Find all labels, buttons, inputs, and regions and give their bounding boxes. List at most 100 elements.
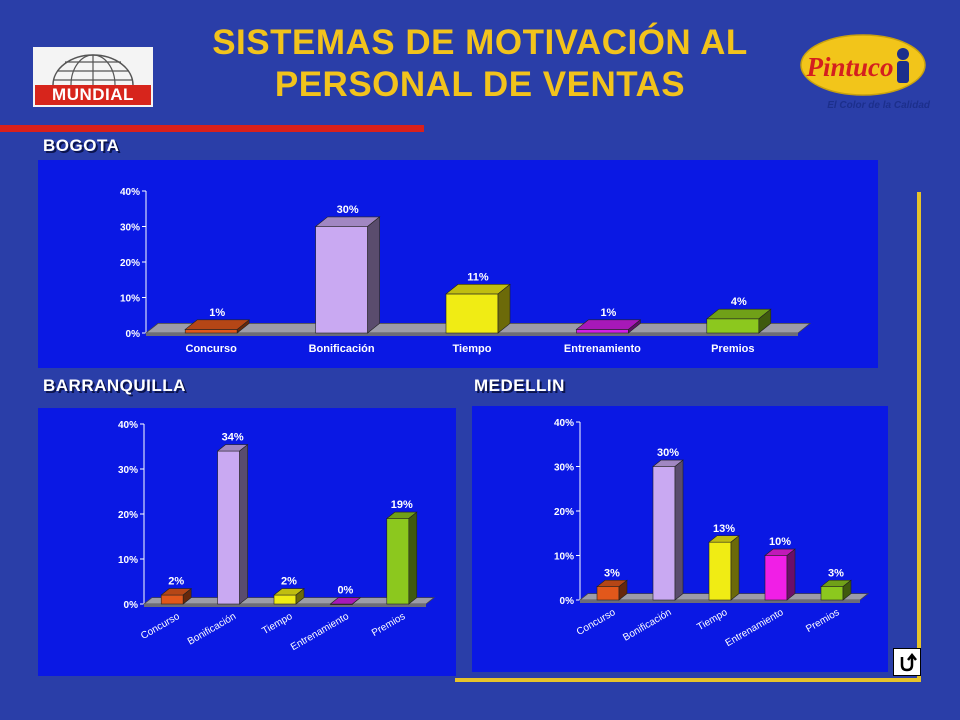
category-label: Tiempo <box>260 611 294 637</box>
return-arrow-icon <box>900 652 917 672</box>
bar-side-concurso <box>618 579 628 601</box>
chart-panel-medellin: 0% 10% 20% 30% 40% 3% Concurso 30% Bonificación 1… <box>472 406 888 672</box>
bar-side-premios <box>408 511 418 605</box>
category-label: Tiempo <box>453 343 492 355</box>
bar-concurso <box>184 329 238 334</box>
category-label: Bonificación <box>621 607 673 643</box>
chart-panel-bogota: 0% 10% 20% 30% 40% 1% Concurso 30% Bonificación 1… <box>38 160 878 368</box>
pintuco-logo: Pintuco <box>800 32 930 107</box>
section-title-bogota: BOGOTA <box>43 136 120 155</box>
bar-side-concurso <box>236 319 250 334</box>
bar-tiempo <box>708 541 732 601</box>
gold-divider-horizontal <box>455 678 921 682</box>
mundial-logo: MUNDIAL <box>33 47 153 116</box>
pintuco-tagline: El Color de la Calidad <box>827 100 930 111</box>
category-label: Premios <box>370 611 407 639</box>
bar-bonificación <box>217 450 240 605</box>
data-label: 2% <box>281 576 297 588</box>
y-tick-label: 20% <box>118 510 138 521</box>
data-label: 19% <box>391 499 413 511</box>
chart-floor-edge <box>580 600 860 603</box>
bar-entrenamiento <box>764 555 788 601</box>
data-label: 30% <box>657 447 679 459</box>
category-label: Concurso <box>575 607 618 638</box>
globe-icon <box>52 54 134 116</box>
category-label: Bonificación <box>186 611 238 647</box>
bar-side-entrenamiento <box>786 548 796 601</box>
y-tick-label: 30% <box>118 465 138 476</box>
bar-premios <box>706 318 760 334</box>
category-label: Premios <box>711 343 754 355</box>
data-label: 11% <box>467 271 489 283</box>
y-tick-label: 0% <box>560 596 575 607</box>
page-title-line2: PERSONAL DE VENTAS <box>274 65 686 104</box>
category-label: Premios <box>804 607 841 635</box>
chart-panel-barranquilla: 0% 10% 20% 30% 40% 2% Concurso 34% Bonificación 2… <box>38 408 456 676</box>
bar-concurso <box>596 586 620 601</box>
chart-barranquilla: 0% 10% 20% 30% 40% 2% Concurso 34% Bonificación 2… <box>118 420 436 653</box>
mundial-logo-text: MUNDIAL <box>35 85 151 105</box>
y-tick-label: 0% <box>124 600 139 611</box>
y-tick-label: 20% <box>554 507 574 518</box>
y-tick-label: 40% <box>118 420 138 431</box>
bar-side-tiempo <box>730 535 740 601</box>
bar-side-bonificación <box>367 216 380 334</box>
category-label: Entrenamiento <box>289 611 351 653</box>
bar-premios <box>386 518 410 605</box>
y-tick-label: 10% <box>118 555 138 566</box>
bar-top-entrenamiento <box>329 597 362 605</box>
data-label: 4% <box>731 296 747 308</box>
category-label: Concurso <box>139 611 182 642</box>
data-label: 13% <box>713 523 735 535</box>
data-label: 3% <box>828 567 844 579</box>
return-button[interactable] <box>893 648 921 676</box>
chart-medellin: 0% 10% 20% 30% 40% 3% Concurso 30% Bonificación 1… <box>554 418 870 649</box>
y-tick-label: 10% <box>554 552 574 563</box>
chart-bogota: 0% 10% 20% 30% 40% 1% Concurso 30% Bonificación 1… <box>120 187 812 355</box>
bar-tiempo <box>445 293 499 334</box>
bar-side-bonificación <box>239 443 248 605</box>
category-label: Tiempo <box>695 607 729 633</box>
bar-side-entrenamiento <box>628 319 641 334</box>
y-tick-label: 40% <box>554 418 574 429</box>
category-label: Entrenamiento <box>564 343 641 355</box>
y-tick-label: 40% <box>120 187 140 198</box>
y-tick-label: 30% <box>120 223 140 234</box>
data-label: 2% <box>168 576 184 588</box>
bar-bonificación <box>315 226 368 334</box>
bar-bonificación <box>652 466 676 601</box>
bar-side-tiempo <box>295 587 305 605</box>
category-label: Entrenamiento <box>724 607 786 649</box>
bar-side-bonificación <box>674 459 684 601</box>
category-label: Concurso <box>186 343 238 355</box>
y-tick-label: 0% <box>126 329 141 340</box>
category-label: Bonificación <box>309 343 375 355</box>
bar-side-premios <box>842 579 852 601</box>
data-label: 30% <box>337 204 359 216</box>
page-title-line1: SISTEMAS DE MOTIVACIÓN AL <box>212 23 748 62</box>
chart-floor-edge <box>146 333 798 336</box>
data-label: 3% <box>604 567 620 579</box>
bar-tiempo <box>273 594 297 605</box>
data-label: 0% <box>337 585 353 597</box>
data-label: 1% <box>600 307 616 319</box>
page-title: SISTEMAS DE MOTIVACIÓN AL PERSONAL DE VE… <box>180 22 780 106</box>
bar-premios <box>820 586 844 601</box>
y-tick-label: 10% <box>120 294 140 305</box>
bar-entrenamiento <box>576 329 629 334</box>
bar-side-tiempo <box>497 283 511 334</box>
bar-side-concurso <box>182 587 192 605</box>
chart-floor-edge <box>144 604 426 607</box>
y-tick-label: 20% <box>120 258 140 269</box>
bar-side-premios <box>758 308 772 334</box>
y-tick-label: 30% <box>554 463 574 474</box>
data-label: 10% <box>769 536 791 548</box>
bar-concurso <box>160 594 184 605</box>
data-label: 34% <box>222 432 244 444</box>
section-title-barranquilla: BARRANQUILLA <box>43 376 186 395</box>
red-divider <box>0 125 424 132</box>
pintuco-logo-text: Pintuco <box>805 52 893 82</box>
section-title-medellin: MEDELLIN <box>474 376 565 395</box>
data-label: 1% <box>209 307 225 319</box>
gold-divider-vertical <box>917 192 921 680</box>
